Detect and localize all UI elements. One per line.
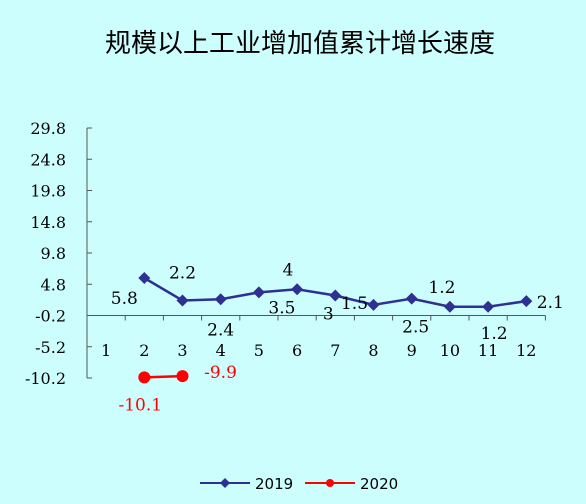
data-point — [329, 289, 342, 302]
data-label: 2.1 — [537, 293, 564, 313]
data-point — [138, 272, 151, 284]
x-tick-label: 10 — [440, 341, 460, 360]
series-2020 — [138, 370, 189, 384]
data-point — [443, 300, 456, 313]
data-label: 2.2 — [169, 264, 196, 284]
axes: 29.824.819.814.89.84.8-0.2-5.2-10.21 2 3 4 5… — [25, 119, 546, 388]
data-label: 2.5 — [402, 318, 429, 338]
data-label: 1.2 — [481, 324, 508, 344]
data-labels: 5.8 2.2 2.4 3.5 4 3 1.5 2.5 1.2 1.2 2.1 -10.1 -9.9 — [111, 260, 564, 415]
data-point — [405, 292, 418, 305]
y-tick-label: -10.2 — [25, 369, 66, 388]
x-tick-label: 12 — [516, 341, 536, 360]
series-lines — [138, 272, 533, 384]
y-tick-label: 14.8 — [30, 213, 66, 232]
y-tick-label: 29.8 — [30, 119, 66, 138]
legend-label: 2020 — [360, 475, 398, 493]
legend-item-2019: 2019 — [200, 475, 293, 493]
data-point — [252, 286, 265, 299]
legend-marker — [220, 478, 230, 488]
data-label: 3.5 — [268, 298, 295, 318]
data-label: 2.4 — [207, 320, 234, 340]
data-point — [520, 295, 533, 308]
data-point — [138, 371, 151, 384]
data-label: 4 — [283, 260, 294, 280]
data-point — [214, 293, 227, 306]
data-label: 3 — [323, 305, 334, 325]
x-tick-label: 6 — [292, 341, 302, 360]
data-point — [176, 370, 189, 383]
x-tick-label: 2 — [139, 341, 149, 360]
y-tick-label: 4.8 — [41, 275, 66, 294]
y-tick-label: 9.8 — [41, 244, 66, 263]
y-tick-label: 19.8 — [30, 182, 66, 201]
data-label: 1.5 — [341, 294, 368, 314]
legend-label: 2019 — [255, 475, 293, 493]
y-tick-label: 24.8 — [30, 150, 66, 169]
x-tick-label: 9 — [407, 341, 417, 360]
x-tick-label: 11 — [478, 341, 498, 360]
chart-title: 规模以上工业增加值累计增长速度 — [105, 29, 495, 59]
series-line-2020 — [144, 374, 183, 379]
x-tick-label: 5 — [254, 341, 264, 360]
data-point — [176, 294, 189, 307]
y-tick-label: -5.2 — [35, 338, 66, 357]
data-label: -9.9 — [204, 363, 237, 383]
data-point — [291, 283, 304, 296]
data-label: -10.1 — [118, 395, 162, 415]
x-tick-label: 7 — [330, 341, 340, 360]
x-tick-label: 3 — [177, 341, 187, 360]
series-2019 — [138, 272, 533, 313]
legend: 2019 2020 — [200, 475, 398, 493]
x-tick-label: 8 — [368, 341, 378, 360]
data-point — [482, 300, 495, 313]
data-label: 1.2 — [428, 278, 455, 298]
legend-item-2020: 2020 — [305, 475, 398, 493]
y-tick-label: -0.2 — [35, 307, 66, 326]
legend-marker — [326, 479, 334, 487]
data-label: 5.8 — [111, 289, 138, 309]
x-tick-label: 4 — [216, 341, 226, 360]
data-point — [367, 298, 380, 311]
x-tick-label: 1 — [101, 341, 111, 360]
